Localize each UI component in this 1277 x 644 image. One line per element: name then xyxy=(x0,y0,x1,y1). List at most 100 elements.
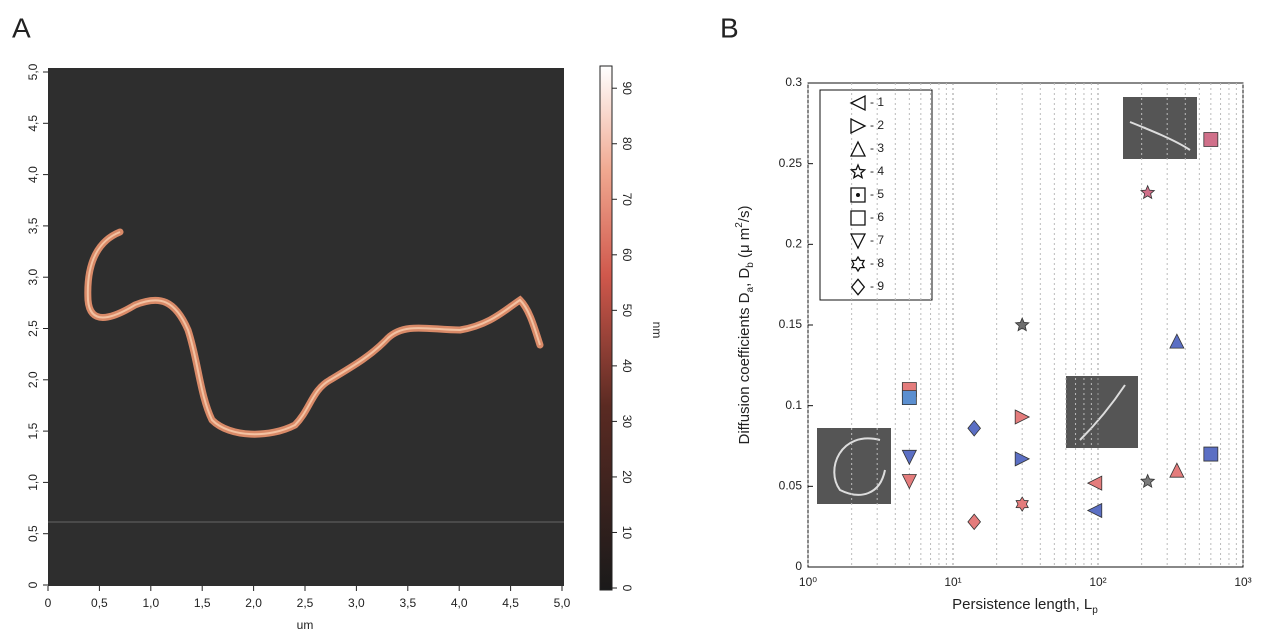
inset xyxy=(817,428,891,504)
y-axis-label-part: Diffusion coefficients D xyxy=(736,292,753,444)
colorbar-tick-label: 0 xyxy=(620,585,634,592)
legend xyxy=(819,89,933,301)
data-point xyxy=(1015,496,1029,512)
data-point xyxy=(1169,333,1185,349)
y-tick-label: 0 xyxy=(26,581,40,588)
colorbar-tick-label: 80 xyxy=(620,137,634,151)
data-point xyxy=(1014,409,1031,425)
colorbar-tick-label: 10 xyxy=(620,526,634,540)
legend-marker xyxy=(849,233,867,250)
colorbar-tick-label: 50 xyxy=(620,304,634,318)
legend-marker xyxy=(849,140,867,157)
x-tick-label: 10¹ xyxy=(944,575,961,589)
colorbar-tick-label: 70 xyxy=(620,193,634,207)
y-tick-label: 0 xyxy=(795,559,802,573)
afm-image xyxy=(48,68,564,586)
x-tick-label: 0 xyxy=(45,596,52,610)
data-point xyxy=(1014,316,1030,332)
legend-label: - 7 xyxy=(870,233,884,247)
y-tick-label: 0.1 xyxy=(785,398,802,412)
y-tick-label: 2,5 xyxy=(26,320,40,337)
y-axis-label-part: b xyxy=(745,262,756,268)
legend-label: - 4 xyxy=(870,164,884,178)
colorbar-tick-label: 30 xyxy=(620,415,634,429)
y-axis-label: Diffusion coefficients Da, Db (μ m2/s) xyxy=(734,205,756,444)
legend-label: - 1 xyxy=(870,95,884,109)
y-axis-label-part: /s) xyxy=(736,205,753,222)
legend-label: - 3 xyxy=(870,141,884,155)
data-point xyxy=(901,449,917,466)
x-tick-label: 1,0 xyxy=(142,596,159,610)
y-tick-label: 1,0 xyxy=(26,474,40,491)
y-tick-label: 5,0 xyxy=(26,63,40,80)
legend-marker xyxy=(850,255,866,273)
data-point xyxy=(1014,451,1031,467)
y-tick-label: 3,0 xyxy=(26,269,40,286)
y-tick-label: 4,5 xyxy=(26,115,40,132)
y-tick-label: 0.3 xyxy=(785,75,802,89)
x-tick-label: 4,5 xyxy=(502,596,519,610)
colorbar xyxy=(599,65,613,591)
y-tick-label: 0.25 xyxy=(779,156,803,170)
legend-marker xyxy=(849,163,867,180)
colorbar-tick-label: 40 xyxy=(620,359,634,373)
y-tick-label: 0.05 xyxy=(779,479,803,493)
inset xyxy=(1123,97,1197,159)
y-tick-label: 4,0 xyxy=(26,166,40,183)
colorbar-tick-label: 90 xyxy=(620,82,634,96)
x-axis-label: um xyxy=(297,618,314,632)
data-point xyxy=(1086,502,1103,519)
inset xyxy=(1066,376,1138,448)
data-point xyxy=(1140,473,1156,488)
data-point xyxy=(1086,475,1103,491)
legend-label: - 2 xyxy=(870,118,884,132)
panel-label: A xyxy=(12,12,31,43)
data-point xyxy=(1140,184,1156,200)
colorbar-label: nm xyxy=(650,322,664,339)
legend-label: - 5 xyxy=(870,187,884,201)
legend-label: - 8 xyxy=(870,256,884,270)
molecule-highlight xyxy=(86,231,541,436)
x-tick-label: 0,5 xyxy=(91,596,108,610)
x-tick-label: 3,5 xyxy=(399,596,416,610)
data-point xyxy=(1203,132,1219,147)
data-point xyxy=(901,474,917,490)
data-point xyxy=(1169,462,1185,478)
data-point xyxy=(967,513,982,531)
legend-marker xyxy=(850,210,866,226)
y-axis-label-part: a xyxy=(745,286,756,292)
x-tick-label: 10² xyxy=(1089,575,1106,589)
y-tick-label: 0.2 xyxy=(785,237,802,251)
x-axis-label-part: Persistence length, L xyxy=(952,596,1092,613)
legend-marker-dot xyxy=(856,193,860,197)
x-tick-label: 5,0 xyxy=(554,596,571,610)
x-tick-label: 1,5 xyxy=(194,596,211,610)
colorbar-tick-label: 60 xyxy=(620,248,634,262)
legend-label: - 9 xyxy=(870,279,884,293)
x-tick-label: 2,5 xyxy=(297,596,314,610)
y-tick-label: 2,0 xyxy=(26,371,40,388)
x-tick-label: 2,0 xyxy=(245,596,262,610)
x-axis-label: Persistence length, Lp xyxy=(952,596,1098,616)
x-axis-label-part: p xyxy=(1092,605,1098,616)
y-axis-label-part: , D xyxy=(736,268,753,287)
y-tick-label: 1,5 xyxy=(26,422,40,439)
legend-marker xyxy=(850,117,867,135)
legend-label: - 6 xyxy=(870,210,884,224)
y-tick-label: 0,5 xyxy=(26,525,40,542)
y-axis-label-part: (μ m xyxy=(736,228,753,262)
y-tick-label: 3,5 xyxy=(26,217,40,234)
legend-marker xyxy=(850,278,866,296)
data-point xyxy=(1203,446,1219,462)
x-tick-label: 4,0 xyxy=(451,596,468,610)
x-tick-label: 10³ xyxy=(1234,575,1251,589)
colorbar-tick-label: 20 xyxy=(620,470,634,484)
x-tick-label: 10⁰ xyxy=(799,575,817,589)
data-point xyxy=(901,390,917,406)
panel-label: B xyxy=(720,12,739,43)
y-tick-label: 0.15 xyxy=(779,317,803,331)
y-axis-label-part: 2 xyxy=(734,222,745,228)
data-point xyxy=(967,419,982,437)
x-tick-label: 3,0 xyxy=(348,596,365,610)
